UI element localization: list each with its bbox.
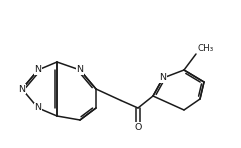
Text: N: N	[160, 74, 167, 82]
Text: N: N	[19, 85, 26, 94]
Text: O: O	[134, 123, 142, 132]
Text: N: N	[34, 66, 41, 74]
Text: N: N	[34, 103, 41, 112]
Text: CH₃: CH₃	[198, 44, 214, 53]
Text: N: N	[76, 66, 83, 74]
